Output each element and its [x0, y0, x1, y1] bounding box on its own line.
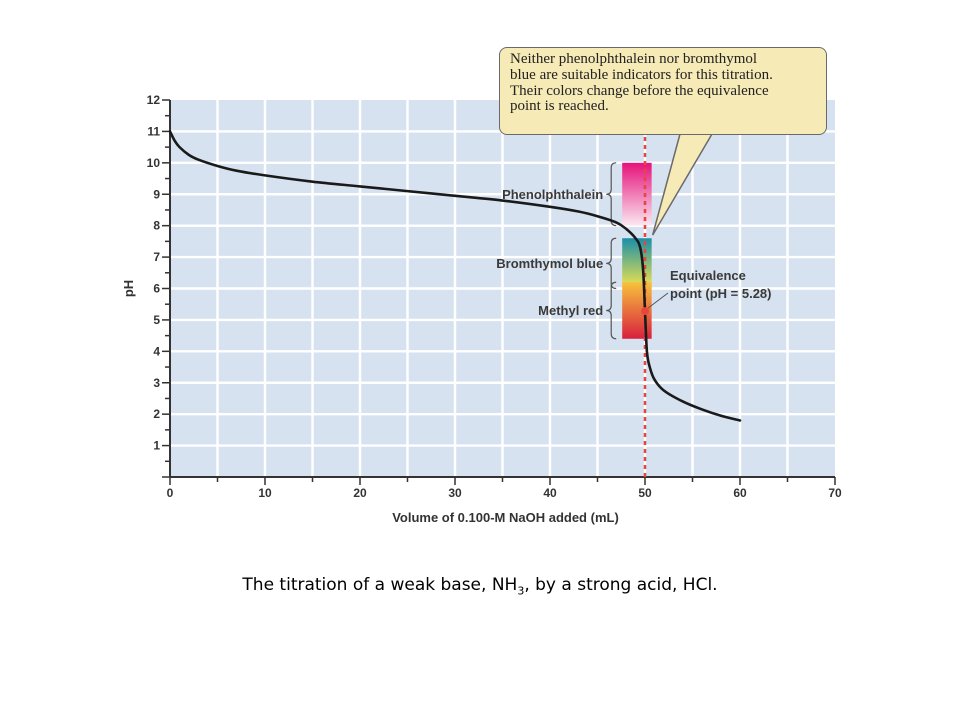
y-tick-label: 9	[153, 187, 160, 201]
x-axis-label: Volume of 0.100-M NaOH added (mL)	[392, 510, 619, 525]
x-tick-label: 30	[448, 486, 462, 500]
titration-curve	[168, 130, 742, 422]
indicator-bar-1	[622, 238, 652, 289]
indicator-label-2: Methyl red	[538, 303, 603, 318]
x-tick-label: 70	[828, 486, 842, 500]
x-tick-label: 60	[733, 486, 747, 500]
figure-caption: The titration of a weak base, NH3, by a …	[0, 575, 960, 597]
axes	[162, 99, 836, 485]
y-tick-label: 4	[153, 344, 160, 358]
callout-pointer	[651, 133, 713, 236]
callout-note-line-2: blue are suitable indicators for this ti…	[510, 66, 773, 83]
indicator-bars: Phenolphthalein Bromthymol blue Methyl red	[496, 162, 652, 340]
y-tick-label: 8	[153, 219, 160, 233]
x-tick-labels: 0 10 20 30 40 50 60 70	[167, 486, 842, 500]
callout-note-line-3: Their colors change before the equivalen…	[510, 82, 769, 99]
y-tick-label: 6	[153, 282, 160, 296]
callout-note-line-1: Neither phenolphthalein nor bromthymol	[510, 51, 758, 67]
equivalence-label-line-2: point (pH = 5.28)	[670, 286, 771, 301]
caption-prefix: The titration of a weak base, NH	[242, 575, 518, 595]
y-tick-label: 1	[153, 439, 160, 453]
indicator-label-0: Phenolphthalein	[502, 187, 603, 202]
callout-note: Neither phenolphthalein nor bromthymol b…	[499, 47, 827, 135]
x-tick-label: 40	[543, 486, 557, 500]
caption-suffix: , by a strong acid, HCl.	[524, 575, 718, 595]
y-tick-label: 11	[147, 124, 160, 138]
equivalence-leader-line	[647, 292, 669, 309]
indicator-bar-0	[622, 162, 652, 226]
y-tick-label: 2	[153, 407, 160, 421]
indicator-brace-2	[606, 281, 617, 340]
equivalence-label-line-1: Equivalence	[670, 268, 746, 283]
y-tick-label: 5	[153, 313, 160, 327]
y-tick-label: 12	[147, 93, 161, 107]
y-tick-label: 3	[153, 376, 160, 390]
y-tick-label: 7	[153, 250, 160, 264]
y-tick-label: 10	[147, 156, 161, 170]
x-tick-label: 10	[258, 486, 272, 500]
x-tick-label: 0	[167, 486, 174, 500]
indicator-brace-0	[606, 162, 617, 227]
indicator-label-1: Bromthymol blue	[496, 256, 603, 271]
equivalence-point-marker	[641, 307, 649, 316]
caption-subscript: 3	[517, 584, 525, 598]
y-axis-label: pH	[121, 280, 136, 297]
x-tick-label: 50	[638, 486, 652, 500]
callout-note-line-4: point is reached.	[510, 98, 609, 115]
x-tick-label: 20	[353, 486, 367, 500]
